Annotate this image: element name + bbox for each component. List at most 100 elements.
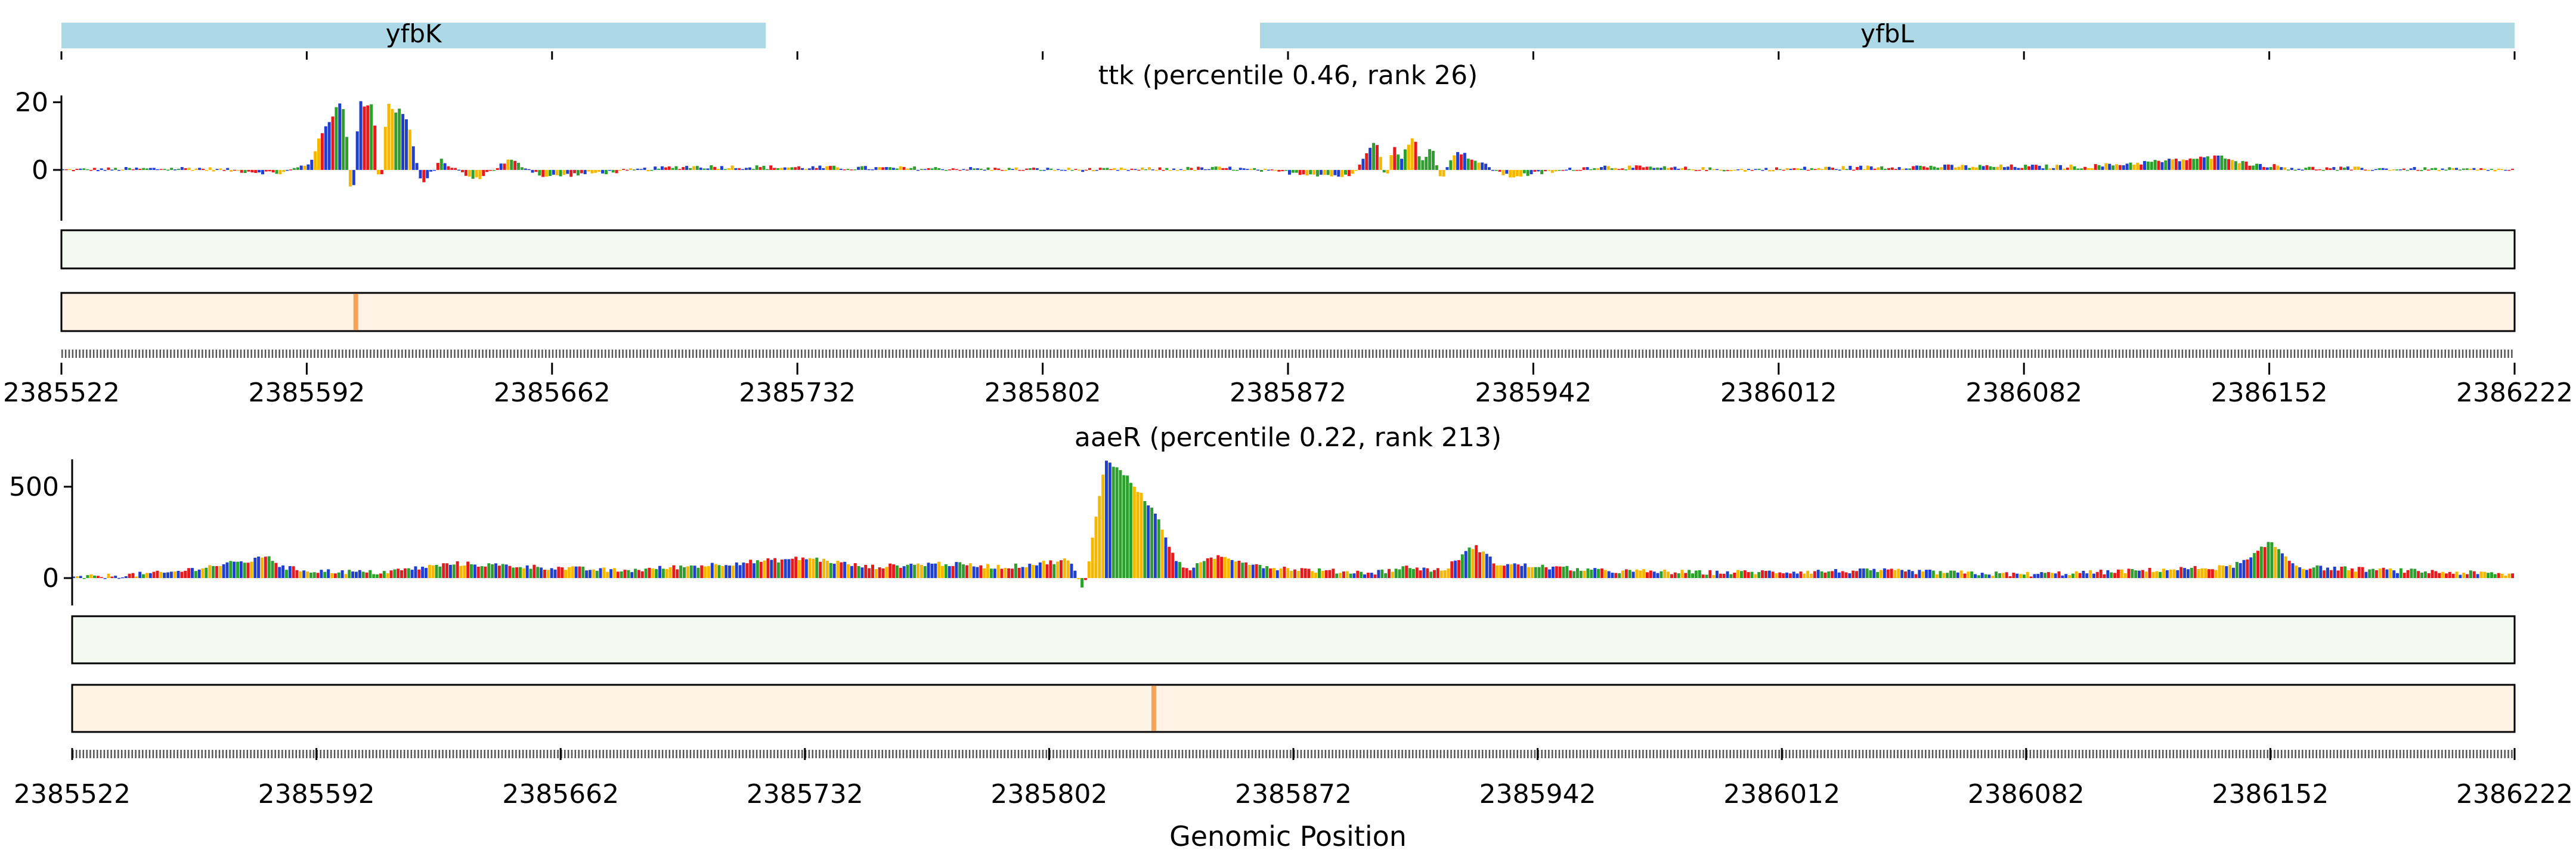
sequence-base	[2347, 750, 2349, 758]
attribution-glyph	[1747, 169, 1750, 170]
attribution-glyph	[1162, 169, 1165, 171]
attribution-glyph	[2101, 166, 2104, 170]
sequence-base	[2483, 750, 2485, 758]
attribution-glyph	[163, 169, 166, 170]
attribution-glyph	[1000, 568, 1004, 579]
attribution-glyph	[1339, 573, 1342, 579]
sequence-base	[1645, 350, 1647, 358]
attribution-glyph	[2071, 573, 2075, 579]
sequence-base	[295, 750, 297, 758]
attribution-glyph	[1126, 169, 1130, 171]
attribution-glyph	[1351, 169, 1354, 174]
sequence-base	[913, 350, 915, 358]
attribution-glyph	[1996, 166, 1999, 170]
attribution-glyph	[2448, 571, 2451, 579]
sequence-base	[773, 350, 775, 358]
attribution-glyph	[306, 571, 309, 579]
attribution-glyph	[1547, 169, 1550, 171]
attribution-glyph	[365, 572, 369, 579]
attribution-glyph	[403, 568, 407, 579]
attribution-glyph	[1042, 561, 1045, 579]
sequence-base	[1442, 350, 1444, 358]
attribution-glyph	[1298, 169, 1302, 175]
attribution-glyph	[320, 570, 323, 579]
attribution-glyph	[1754, 169, 1757, 170]
sequence-base	[702, 350, 705, 358]
sequence-base	[1063, 750, 1065, 758]
attribution-glyph	[1694, 169, 1698, 171]
attribution-glyph	[1680, 168, 1684, 170]
attribution-glyph	[2157, 160, 2160, 170]
attribution-glyph	[1279, 568, 1283, 579]
sequence-base	[1744, 350, 1745, 358]
attribution-glyph	[585, 570, 589, 579]
sequence-base	[1691, 750, 1693, 758]
attribution-glyph	[2417, 571, 2420, 579]
attribution-glyph	[1565, 566, 1569, 579]
sequence-base	[1394, 750, 1397, 758]
sequence-base	[738, 350, 739, 358]
sequence-base	[1579, 750, 1581, 758]
sequence-base	[1360, 750, 1361, 758]
sequence-base	[2263, 750, 2265, 758]
attribution-glyph	[2413, 568, 2417, 579]
sequence-base	[1209, 750, 1212, 758]
attribution-glyph	[1537, 169, 1540, 172]
x-tick-label: 2385942	[1479, 779, 1596, 809]
attribution-glyph	[2033, 574, 2036, 579]
x-tick-label: 2385662	[494, 378, 611, 408]
sequence-base	[958, 350, 961, 358]
sequence-base	[1470, 350, 1472, 358]
sequence-base	[2235, 750, 2237, 758]
attribution-glyph	[755, 165, 758, 170]
attribution-glyph	[2165, 570, 2169, 579]
attribution-glyph	[2283, 167, 2287, 170]
attribution-glyph	[442, 563, 445, 579]
attribution-glyph	[2371, 568, 2375, 579]
sequence-base	[1908, 350, 1910, 358]
attribution-glyph	[180, 571, 184, 579]
sequence-base	[145, 750, 147, 758]
sequence-base	[2129, 350, 2131, 358]
attribution-glyph	[1223, 557, 1227, 579]
attribution-glyph	[2232, 567, 2235, 579]
attribution-glyph	[594, 169, 597, 173]
sequence-base	[1961, 350, 1962, 358]
sequence-base	[689, 350, 691, 358]
sequence-base	[1228, 350, 1230, 358]
sequence-base	[829, 750, 831, 758]
attribution-glyph	[2190, 567, 2193, 579]
sequence-base	[973, 350, 974, 358]
sequence-base	[2061, 750, 2063, 758]
sequence-base	[2462, 750, 2464, 758]
attribution-glyph	[867, 169, 871, 171]
attribution-glyph	[436, 163, 439, 170]
sequence-base	[1544, 750, 1546, 758]
attribution-glyph	[1021, 567, 1024, 579]
sequence-base	[693, 750, 695, 758]
attribution-glyph	[1600, 568, 1603, 579]
sequence-base	[2274, 750, 2275, 758]
attribution-glyph	[268, 169, 271, 172]
sequence-base	[707, 750, 709, 758]
sequence-base	[2176, 750, 2178, 758]
attribution-glyph	[1393, 147, 1397, 170]
attribution-glyph	[651, 568, 655, 579]
sequence-base	[2213, 350, 2215, 358]
sequence-base	[1831, 750, 1832, 758]
attribution-glyph	[1136, 492, 1140, 579]
sequence-base	[720, 350, 722, 358]
attribution-glyph	[1304, 568, 1307, 579]
attribution-glyph	[1014, 563, 1017, 579]
x-tick-label: 2386012	[1723, 779, 1840, 809]
attribution-glyph	[2388, 169, 2392, 171]
attribution-glyph	[2151, 571, 2155, 579]
sequence-base	[601, 350, 603, 358]
sequence-base	[749, 750, 751, 758]
attribution-glyph	[1935, 574, 1939, 579]
attribution-glyph	[664, 167, 667, 170]
sequence-base	[1593, 750, 1595, 758]
sequence-base	[1181, 750, 1184, 758]
attribution-glyph	[309, 573, 312, 579]
sequence-base	[1439, 750, 1442, 758]
